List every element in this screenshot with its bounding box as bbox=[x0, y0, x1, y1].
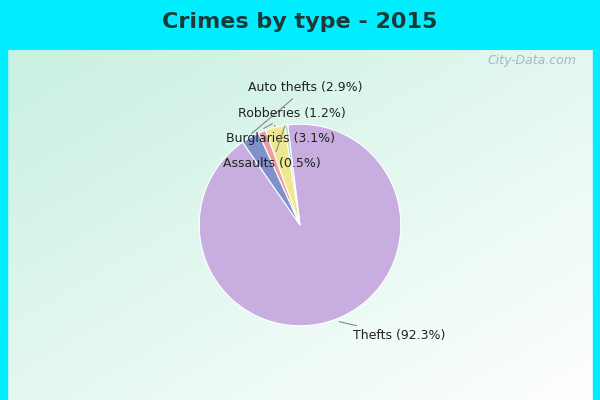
Text: Crimes by type - 2015: Crimes by type - 2015 bbox=[163, 12, 437, 32]
Wedge shape bbox=[284, 125, 300, 225]
Wedge shape bbox=[242, 133, 300, 225]
Text: City-Data.com: City-Data.com bbox=[487, 54, 576, 67]
Wedge shape bbox=[199, 124, 401, 326]
Text: Burglaries (3.1%): Burglaries (3.1%) bbox=[226, 126, 335, 145]
Text: Assaults (0.5%): Assaults (0.5%) bbox=[223, 126, 321, 170]
Wedge shape bbox=[266, 125, 300, 225]
Text: Auto thefts (2.9%): Auto thefts (2.9%) bbox=[248, 81, 363, 134]
Wedge shape bbox=[259, 130, 300, 225]
Text: Robberies (1.2%): Robberies (1.2%) bbox=[238, 106, 346, 128]
Text: Thefts (92.3%): Thefts (92.3%) bbox=[340, 322, 446, 342]
